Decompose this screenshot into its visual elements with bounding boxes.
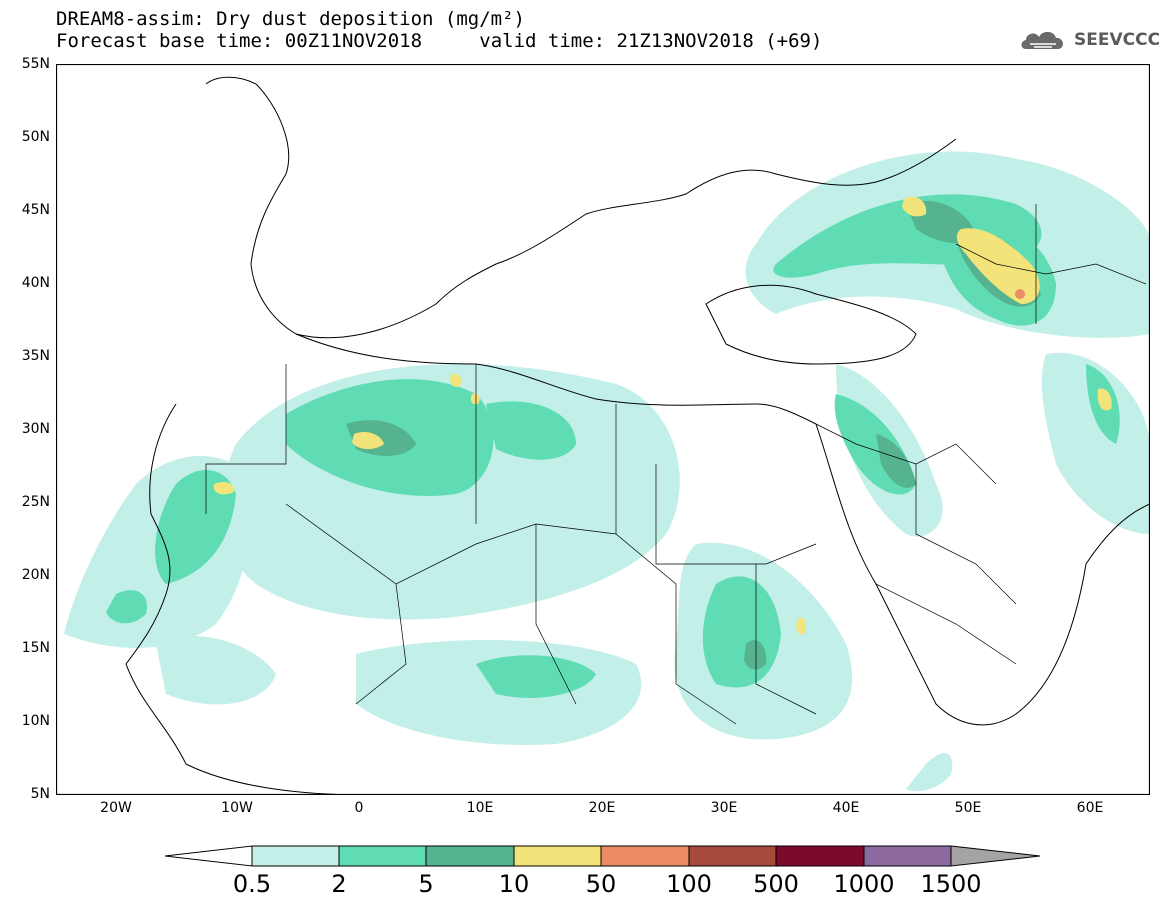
seevccc-logo: SEEVCCC — [1018, 27, 1160, 53]
dust-level-10-areas — [213, 196, 1112, 635]
lon-label-20e: 20E — [588, 800, 616, 816]
colorbar-right-arrow — [950, 845, 1041, 867]
colorbar-label-10: 10 — [498, 870, 530, 898]
lat-label-25n: 25N — [21, 494, 50, 510]
map-panel — [56, 64, 1150, 795]
cloud-icon — [1021, 31, 1063, 49]
lon-label-0: 0 — [354, 800, 364, 816]
lon-label-20w: 20W — [100, 800, 132, 816]
lat-label-35n: 35N — [21, 348, 50, 364]
colorbar-label-2: 2 — [331, 870, 347, 898]
valid-time-label: valid time: 21Z13NOV2018 (+69) — [479, 30, 823, 52]
lat-label-40n: 40N — [21, 275, 50, 291]
colorbar-swatch-100 — [688, 845, 777, 867]
lon-label-10e: 10E — [466, 800, 494, 816]
colorbar-label-0-5: 0.5 — [232, 870, 272, 898]
lon-label-10w: 10W — [221, 800, 253, 816]
coastlines — [125, 76, 1150, 795]
colorbar-label-1500: 1500 — [920, 870, 982, 898]
colorbar-label-50: 50 — [585, 870, 617, 898]
colorbar-left-arrow — [164, 845, 253, 867]
colorbar-label-500: 500 — [753, 870, 799, 898]
colorbar-label-100: 100 — [666, 870, 712, 898]
colorbar-swatch-0-5 — [251, 845, 340, 867]
base-time-label: Forecast base time: 00Z11NOV2018 — [56, 30, 423, 52]
lat-label-15n: 15N — [21, 640, 50, 656]
map-title: DREAM8-assim: Dry dust deposition (mg/m²… — [56, 8, 525, 30]
country-borders — [205, 204, 1147, 725]
lat-label-30n: 30N — [21, 421, 50, 437]
lat-label-55n: 55N — [21, 56, 50, 72]
lon-label-40e: 40E — [832, 800, 860, 816]
colorbar-swatch-10 — [513, 845, 602, 867]
colorbar-swatch-500 — [775, 845, 865, 867]
lon-label-60e: 60E — [1076, 800, 1104, 816]
map-frame — [56, 64, 1150, 795]
colorbar-swatch-50 — [600, 845, 690, 867]
lon-label-50e: 50E — [954, 800, 982, 816]
colorbar-swatch-5 — [425, 845, 515, 867]
dust-level-50-areas — [1015, 289, 1025, 299]
lat-label-50n: 50N — [21, 129, 50, 145]
colorbar-swatch-1000 — [863, 845, 952, 867]
lat-label-20n: 20N — [21, 567, 50, 583]
lat-label-5n: 5N — [30, 786, 50, 802]
lon-label-30e: 30E — [710, 800, 738, 816]
colorbar-label-5: 5 — [418, 870, 434, 898]
colorbar-label-1000: 1000 — [833, 870, 895, 898]
colorbar — [164, 845, 1041, 867]
map-subtitle: Forecast base time: 00Z11NOV2018 valid t… — [56, 30, 822, 52]
logo-text: SEEVCCC — [1074, 30, 1161, 50]
colorbar-swatch-2 — [338, 845, 427, 867]
lat-label-10n: 10N — [21, 713, 50, 729]
lat-label-45n: 45N — [21, 202, 50, 218]
